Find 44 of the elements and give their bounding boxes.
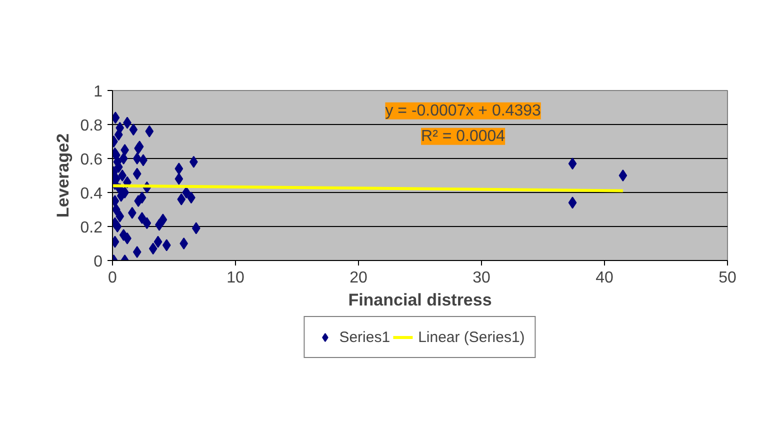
legend-label: Series1 xyxy=(339,328,390,346)
y-tick-label: 0.2 xyxy=(80,220,103,236)
y-tick-label: 0.4 xyxy=(80,186,103,202)
point xyxy=(174,172,184,185)
point xyxy=(129,124,138,136)
legend-label: Linear (Series1) xyxy=(418,328,525,346)
point xyxy=(134,195,142,207)
x-tick-label: 20 xyxy=(350,270,368,286)
x-tick-label: 10 xyxy=(226,270,244,286)
annotation: R² = 0.0004 xyxy=(421,128,506,145)
point xyxy=(132,246,142,258)
x-tick-label: 50 xyxy=(718,270,736,286)
point xyxy=(116,122,124,134)
point xyxy=(618,170,628,182)
y-tick-label: 0 xyxy=(94,254,103,270)
point xyxy=(180,238,188,250)
y-tick-label: 1 xyxy=(94,84,103,100)
point xyxy=(119,152,128,164)
annotation: y = -0.0007x + 0.4393 xyxy=(385,102,541,120)
point xyxy=(174,162,184,175)
point xyxy=(118,170,127,182)
point xyxy=(113,220,122,232)
point xyxy=(145,125,154,138)
point xyxy=(568,196,577,209)
point xyxy=(132,168,142,180)
point xyxy=(162,239,171,252)
point xyxy=(116,210,124,222)
point xyxy=(142,217,152,230)
point xyxy=(132,152,142,164)
x-tick-label: 0 xyxy=(108,270,118,286)
point xyxy=(148,242,158,255)
x-axis-title: Financial distress xyxy=(348,290,492,310)
y-tick-label: 0.8 xyxy=(80,118,103,134)
point xyxy=(568,158,577,170)
point xyxy=(138,212,146,224)
y-axis-title: Leverage2 xyxy=(53,133,72,218)
point xyxy=(182,186,190,198)
point xyxy=(120,144,129,156)
x-tick-label: 30 xyxy=(472,270,490,286)
point xyxy=(154,236,162,248)
point xyxy=(177,193,186,206)
y-tick-label: 0.6 xyxy=(80,152,103,168)
point xyxy=(192,222,200,234)
x-tick-label: 40 xyxy=(596,270,614,286)
